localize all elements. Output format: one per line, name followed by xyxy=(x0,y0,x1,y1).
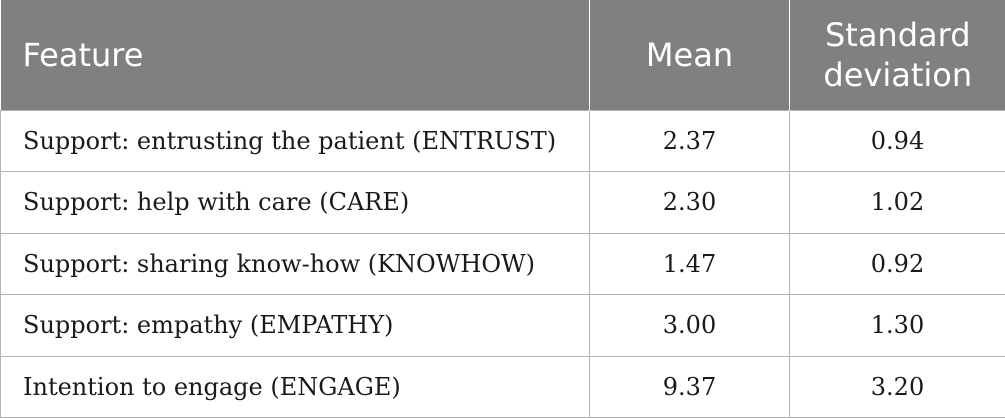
table-row: Support: empathy (EMPATHY) 3.00 1.30 xyxy=(0,294,1005,357)
sd-cell: 1.30 xyxy=(789,294,1005,357)
mean-cell: 9.37 xyxy=(589,355,790,418)
sd-cell: 1.02 xyxy=(789,171,1005,234)
feature-cell: Support: entrusting the patient (ENTRUST… xyxy=(0,109,590,172)
header-row: Feature Mean Standard deviation xyxy=(0,0,1005,110)
feature-cell: Support: sharing know-how (KNOWHOW) xyxy=(0,232,590,295)
table-body: Support: entrusting the patient (ENTRUST… xyxy=(0,109,1005,418)
feature-cell: Intention to engage (ENGAGE) xyxy=(0,355,590,418)
feature-cell: Support: help with care (CARE) xyxy=(0,171,590,234)
mean-cell: 2.30 xyxy=(589,171,790,234)
sd-cell: 3.20 xyxy=(789,355,1005,418)
mean-cell: 2.37 xyxy=(589,109,790,172)
feature-cell: Support: empathy (EMPATHY) xyxy=(0,294,590,357)
mean-cell: 3.00 xyxy=(589,294,790,357)
sd-cell: 0.92 xyxy=(789,232,1005,295)
table-row: Intention to engage (ENGAGE) 9.37 3.20 xyxy=(0,355,1005,418)
sd-cell: 0.94 xyxy=(789,109,1005,172)
table-row: Support: help with care (CARE) 2.30 1.02 xyxy=(0,171,1005,234)
header-standard-deviation: Standard deviation xyxy=(823,15,973,94)
mean-cell: 1.47 xyxy=(589,232,790,295)
table-header: Feature Mean Standard deviation xyxy=(0,0,1005,110)
table-row: Support: entrusting the patient (ENTRUST… xyxy=(0,109,1005,172)
table-row: Support: sharing know-how (KNOWHOW) 1.47… xyxy=(0,232,1005,295)
header-feature: Feature xyxy=(0,0,590,110)
header-mean: Mean xyxy=(589,0,790,110)
